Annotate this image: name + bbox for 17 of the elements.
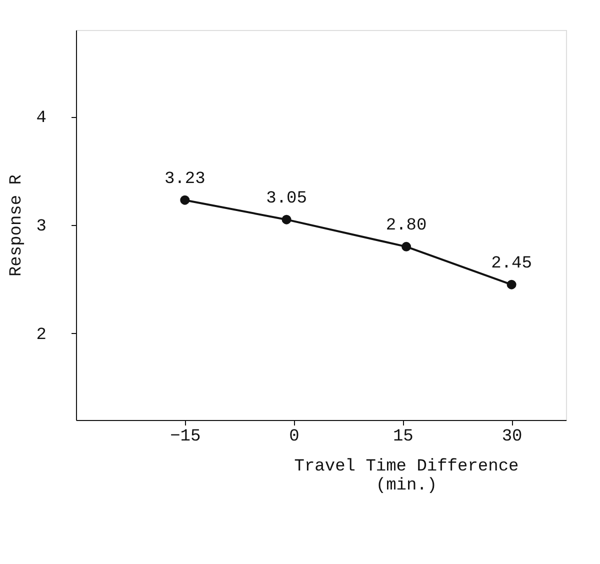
y-tick-label: 2 [36, 326, 46, 345]
x-tick-label: 15 [392, 428, 414, 446]
y-tick-label: 4 [36, 109, 46, 128]
x-tick-label: 0 [289, 428, 300, 446]
text: 2.80 [386, 216, 427, 236]
point [402, 242, 412, 252]
point [506, 280, 516, 290]
point [180, 195, 190, 205]
text: 3.23 [164, 170, 206, 190]
x-tick-label: −15 [170, 428, 201, 446]
x-tick-label: 30 [502, 428, 522, 446]
y-axis-title: Response R [7, 174, 26, 277]
text: 2.45 [491, 254, 532, 274]
text: 3.05 [266, 190, 307, 209]
point [282, 214, 292, 224]
x-axis-title: Travel Time Difference (min.) [294, 458, 519, 496]
y-tick-label: 3 [36, 218, 46, 236]
